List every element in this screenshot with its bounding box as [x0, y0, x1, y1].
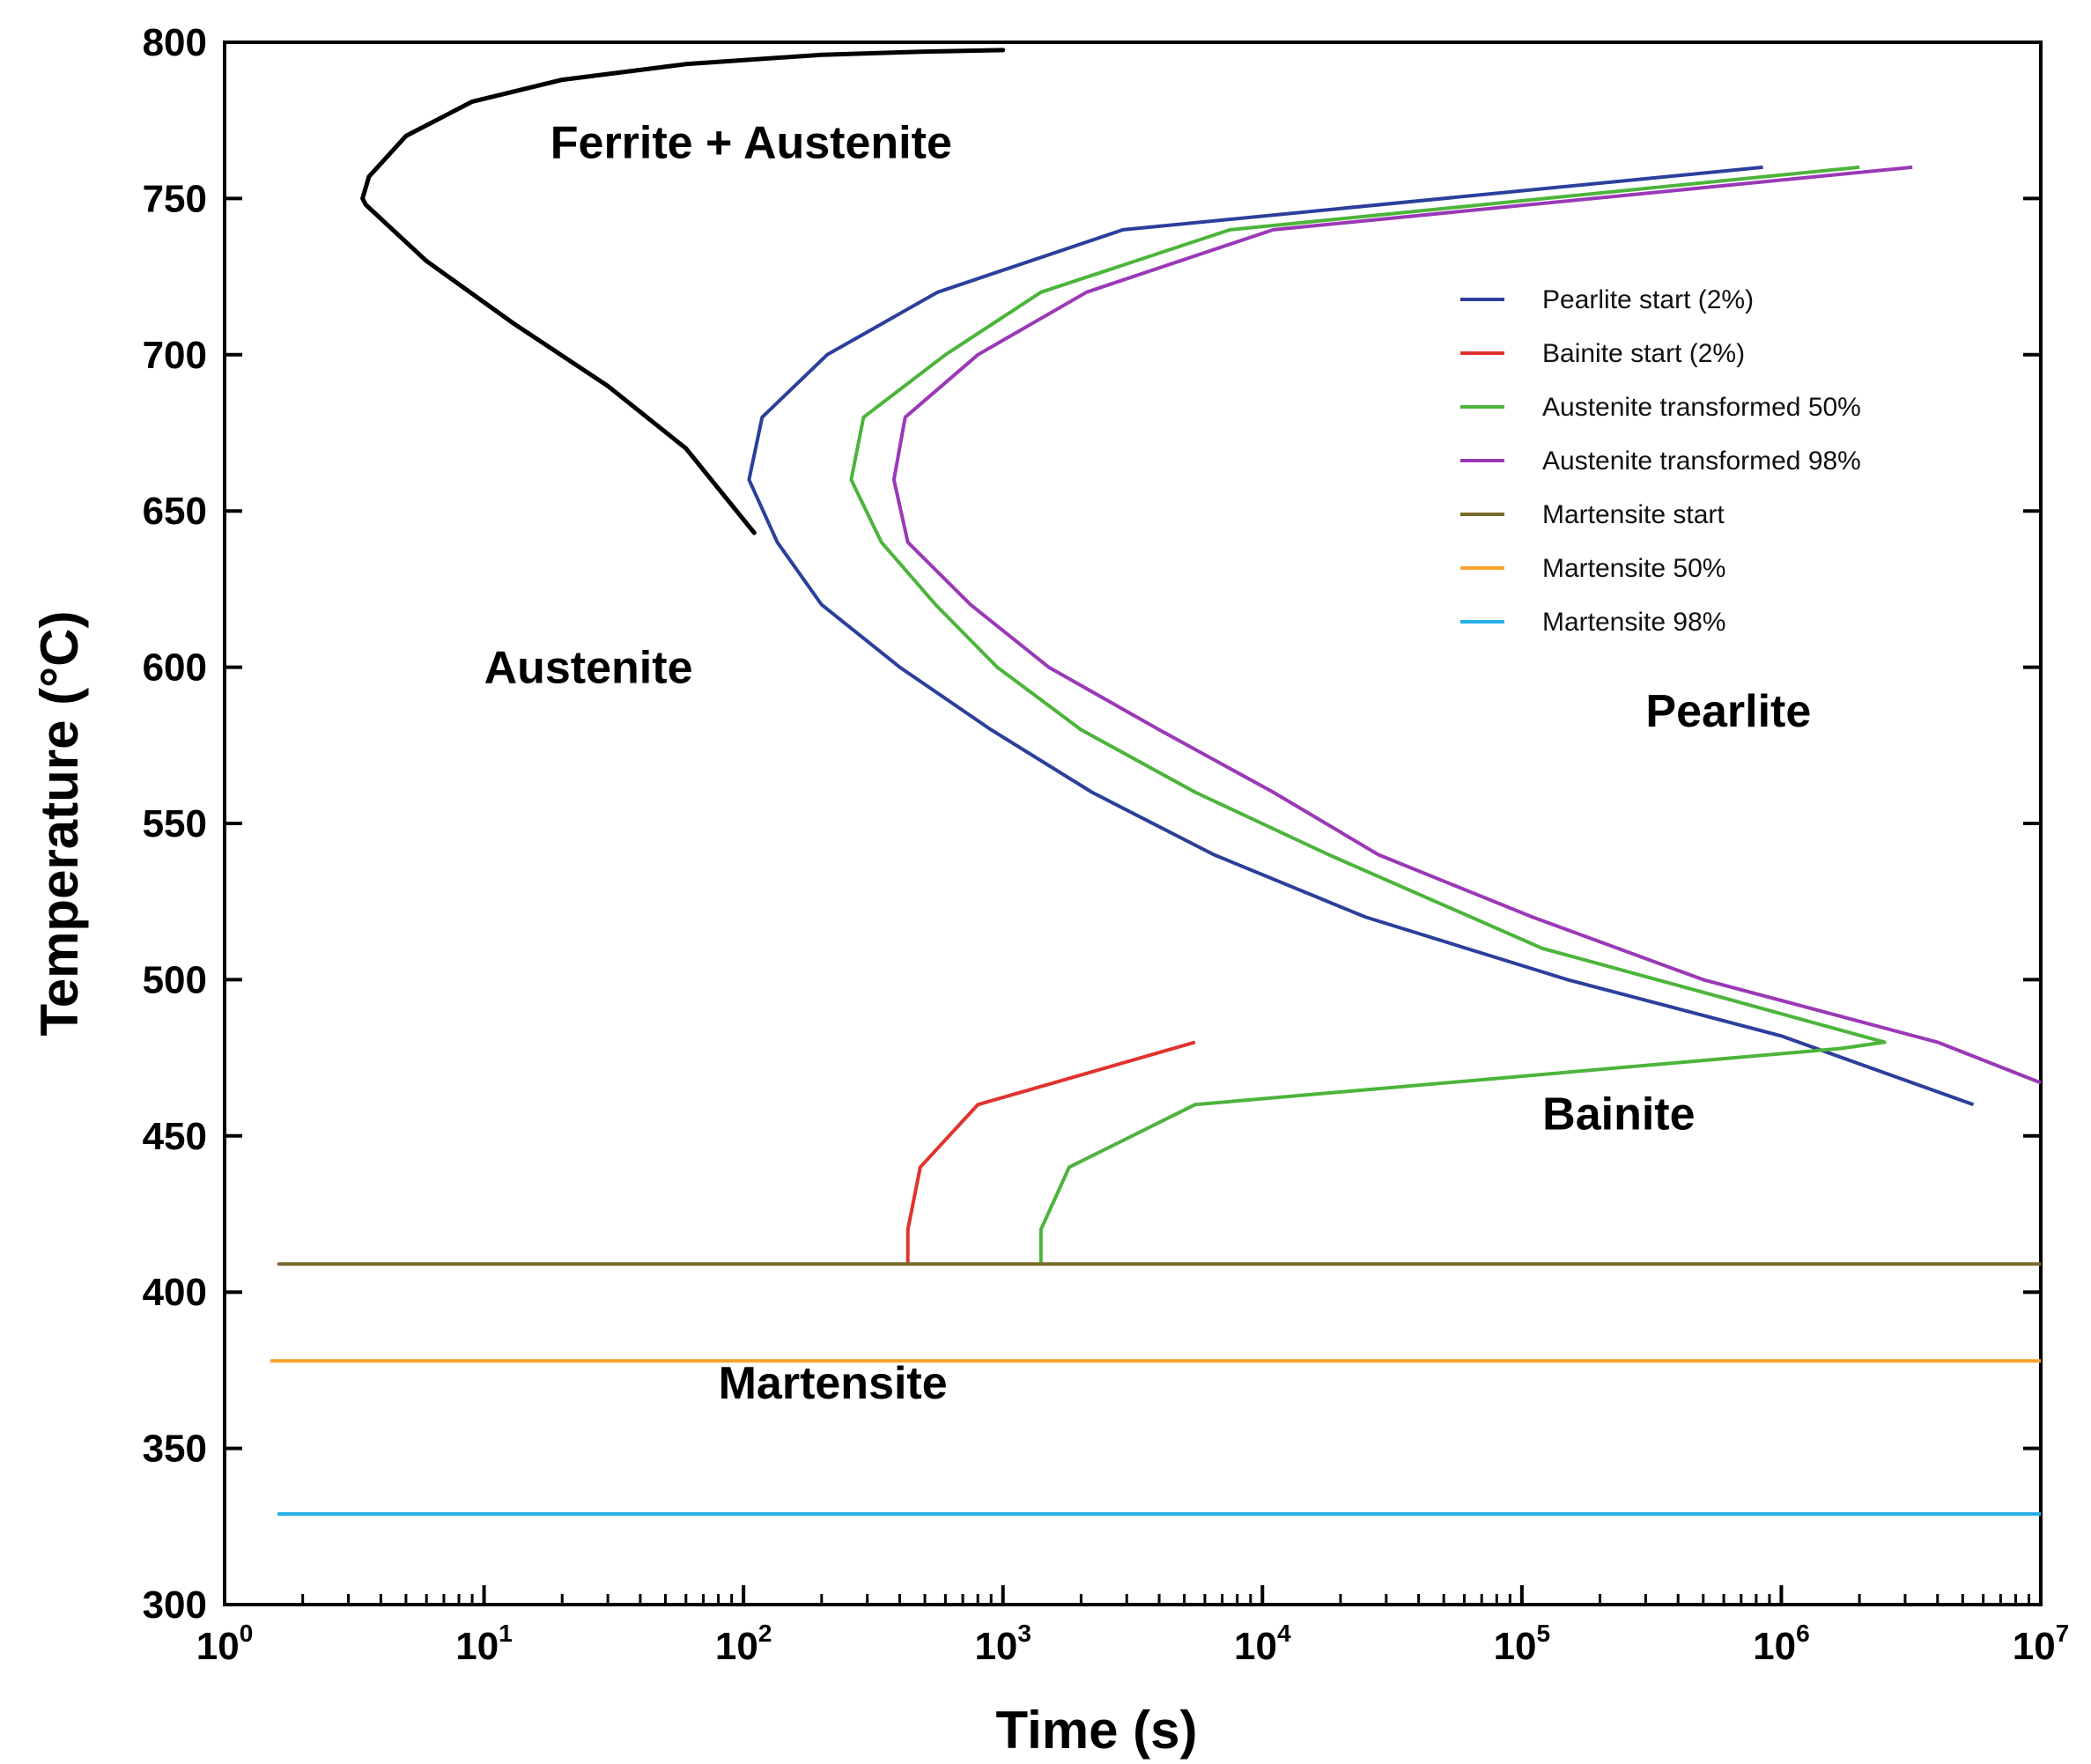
- x-tick-label: 103: [974, 1620, 1031, 1668]
- axis-ticks: [223, 41, 2043, 1606]
- y-tick-label: 400: [143, 1271, 207, 1314]
- region-labels: Ferrite + Austenite Austenite Pearlite Bain…: [484, 117, 1812, 1409]
- chart-curves: [270, 48, 2042, 1517]
- y-tick-label: 650: [143, 490, 207, 533]
- y-tick-label: 350: [143, 1428, 207, 1471]
- legend-label: Pearlite start (2%): [1542, 285, 1754, 314]
- series-austenite-transformed-98: [891, 165, 2042, 1085]
- y-tick-label: 600: [143, 646, 207, 690]
- series-bainite-start-2: [905, 1040, 1196, 1265]
- series-austenite-transformed-50: [849, 165, 1887, 1265]
- legend-label: Martensite start: [1542, 500, 1725, 529]
- x-tick-label: 101: [455, 1620, 513, 1668]
- x-tick-label: 106: [1753, 1620, 1810, 1668]
- region-label: Pearlite: [1645, 686, 1811, 737]
- y-axis-title: Temperature (°C): [30, 611, 89, 1037]
- y-tick-label: 700: [143, 334, 207, 377]
- y-tick-label: 800: [143, 21, 207, 64]
- y-tick-label: 300: [143, 1583, 207, 1627]
- x-tick-label: 105: [1494, 1620, 1551, 1668]
- legend-label: Martensite 50%: [1542, 554, 1725, 583]
- x-tick-label: 107: [2013, 1620, 2070, 1668]
- y-tick-label: 550: [143, 802, 207, 845]
- legend-label: Austenite transformed 50%: [1542, 393, 1861, 422]
- x-tick-label: 104: [1234, 1620, 1291, 1668]
- ferrite-austenite-curve: [360, 48, 1006, 535]
- region-label: Ferrite + Austenite: [550, 117, 952, 168]
- series-pearlite-start-2: [747, 165, 1975, 1107]
- y-tick-label: 500: [143, 958, 207, 1001]
- region-label: Martensite: [719, 1358, 948, 1409]
- region-label: Austenite: [484, 642, 693, 693]
- y-tick-label: 450: [143, 1115, 207, 1158]
- legend-label: Austenite transformed 98%: [1542, 447, 1861, 476]
- region-label: Bainite: [1542, 1089, 1695, 1140]
- y-tick-label: 750: [143, 177, 207, 220]
- axis-tick-labels: 300 350 400 450 500 550 600 650 700 750 800 100 101 1…: [143, 21, 2070, 1668]
- x-axis-title: Time (s): [996, 1701, 1198, 1760]
- legend-label: Bainite start (2%): [1542, 339, 1745, 368]
- x-tick-label: 100: [196, 1620, 254, 1668]
- x-tick-label: 102: [715, 1620, 772, 1668]
- legend-label: Martensite 98%: [1542, 608, 1725, 637]
- legend: Pearlite start (2%) Bainite start (2%) Aus…: [1460, 285, 1861, 637]
